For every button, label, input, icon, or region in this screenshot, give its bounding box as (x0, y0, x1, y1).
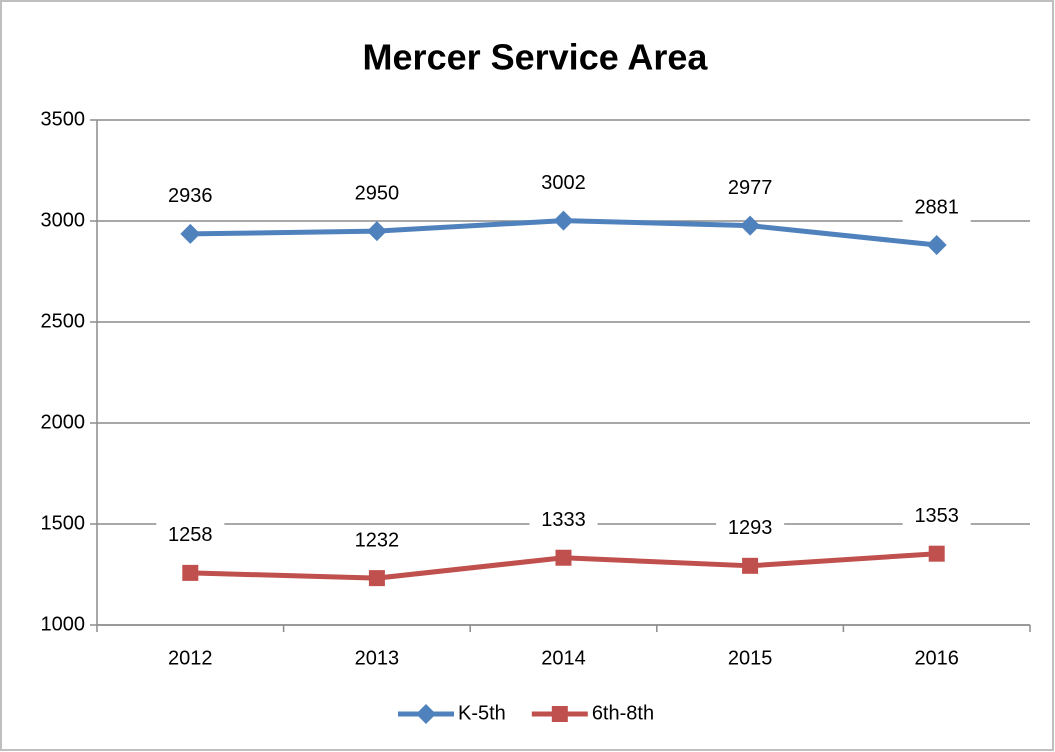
x-tick-label: 2014 (541, 647, 586, 669)
x-tick-label: 2015 (728, 647, 773, 669)
legend-item: 6th-8th (531, 702, 654, 724)
legend-item: K-5th (398, 702, 506, 724)
data-label-bg (716, 513, 785, 544)
y-tick-label: 3500 (41, 108, 86, 130)
marker (182, 564, 199, 581)
legend-label: K-5th (458, 702, 506, 724)
x-tick-label: 2016 (914, 647, 959, 669)
y-tick-label: 3000 (41, 209, 86, 231)
marker (926, 235, 947, 256)
data-label-bg (342, 179, 411, 210)
data-label: 2936 (168, 185, 213, 207)
marker (553, 210, 574, 231)
data-label-bg (156, 181, 225, 212)
data-label: 1333 (541, 509, 586, 531)
marker (928, 545, 945, 562)
data-label: 1232 (355, 529, 400, 551)
legend-marker (416, 704, 436, 724)
data-label: 2950 (355, 182, 400, 204)
data-label: 1258 (168, 524, 213, 546)
marker (180, 223, 201, 244)
data-label-bg (156, 520, 225, 551)
data-label-bg (529, 168, 598, 199)
data-label-bg (529, 505, 598, 536)
data-label-bg (902, 193, 971, 224)
marker (742, 557, 759, 574)
data-label-bg (716, 173, 785, 204)
x-tick-label: 2013 (355, 647, 400, 669)
data-label: 1293 (728, 517, 773, 539)
legend-marker (551, 706, 568, 722)
data-label: 2977 (728, 177, 773, 199)
data-label-bg (902, 501, 971, 532)
marker (368, 570, 385, 587)
data-label: 1353 (914, 505, 959, 527)
y-tick-label: 1000 (41, 613, 86, 635)
y-tick-label: 2000 (41, 411, 86, 433)
marker (555, 549, 572, 566)
data-label-bg (342, 526, 411, 557)
marker (740, 215, 761, 236)
chart-title: Mercer Service Area (363, 37, 709, 78)
y-tick-label: 2500 (41, 310, 86, 332)
marker (366, 221, 387, 242)
legend-label: 6th-8th (592, 702, 654, 724)
y-tick-label: 1500 (41, 512, 86, 534)
data-label: 2881 (914, 196, 959, 218)
x-tick-label: 2012 (168, 647, 213, 669)
data-label: 3002 (541, 172, 586, 194)
